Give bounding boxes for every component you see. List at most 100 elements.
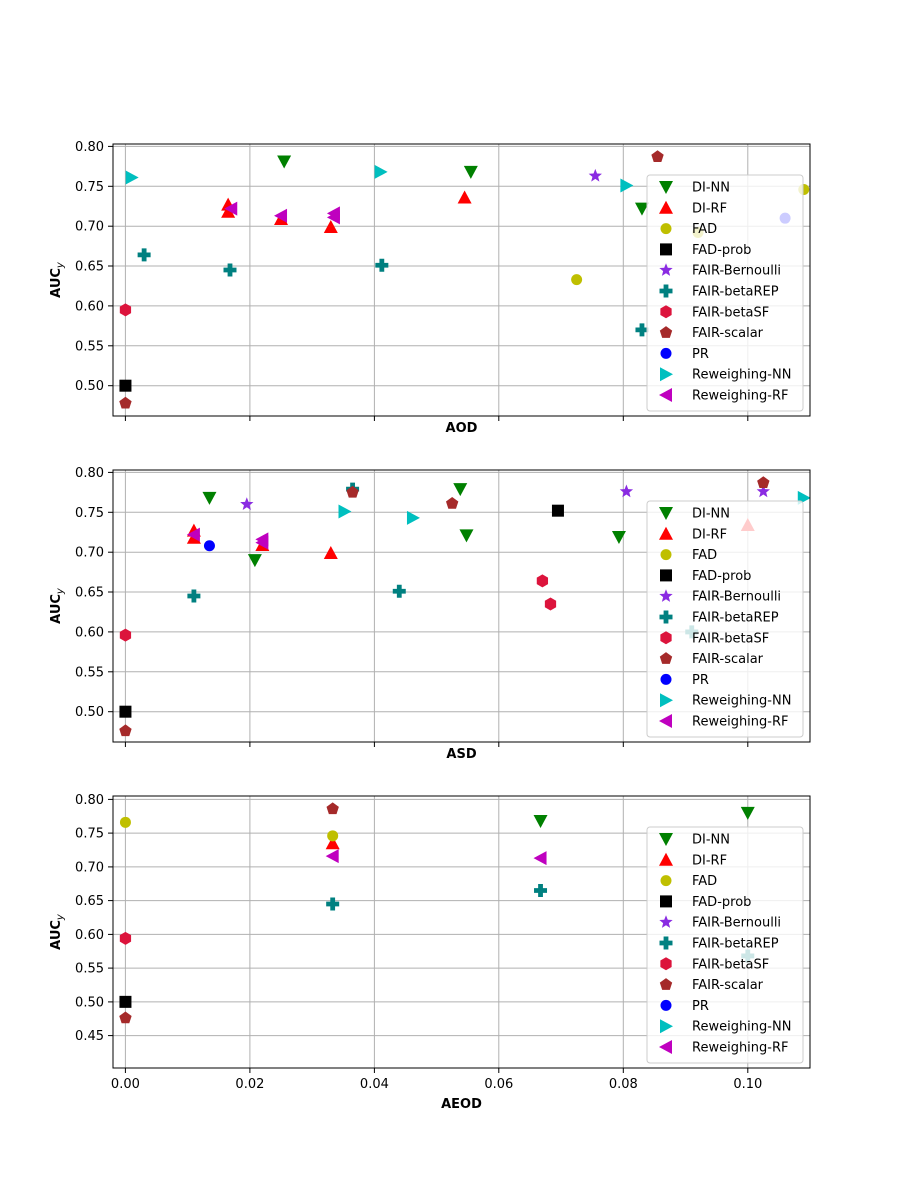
- point-reweighing-nn: [620, 178, 634, 193]
- point-fair-betarep: [635, 323, 649, 337]
- legend-marker-pr: [660, 999, 672, 1011]
- point-fair-bernoulli: [240, 497, 254, 510]
- y-tick-label: 0.75: [75, 506, 104, 521]
- x-tick-label: 0.02: [235, 1077, 264, 1092]
- legend-marker-fad-prob: [660, 243, 672, 256]
- legend-marker-fad: [660, 223, 672, 235]
- legend-marker-pr: [660, 673, 672, 685]
- legend: DI-NN DI-RF FAD FAD-prob FAIR-Bernoulli FAIR-…: [646, 500, 804, 738]
- point-di-nn: [453, 483, 468, 497]
- legend-marker-fair-betarep: [659, 610, 673, 624]
- legend-label-fair-scalar: FAIR-scalar: [692, 326, 764, 341]
- legend-label-fair-bernoulli: FAIR-Bernoulli: [692, 264, 781, 279]
- point-fair-betarep: [137, 248, 151, 262]
- point-di-nn: [463, 165, 478, 179]
- legend-marker-fair-betasf: [660, 631, 672, 645]
- y-tick-label: 0.50: [75, 995, 104, 1010]
- legend-label-fair-betasf: FAIR-betaSF: [692, 305, 769, 320]
- y-tick-label: 0.50: [75, 379, 104, 394]
- point-reweighing-rf: [533, 851, 547, 866]
- x-tick-label: 0.10: [733, 1077, 762, 1092]
- point-di-nn: [533, 814, 548, 828]
- legend-label-reweighing-nn: Reweighing-NN: [692, 694, 791, 709]
- legend-marker-reweighing-nn: [660, 367, 673, 382]
- point-reweighing-rf: [274, 208, 288, 223]
- point-di-rf: [221, 204, 236, 218]
- legend-marker-di-nn: [659, 507, 673, 520]
- y-axis-label: AUCy: [49, 261, 66, 298]
- y-tick-label: 0.60: [75, 299, 104, 314]
- point-fair-bernoulli: [619, 484, 634, 498]
- point-di-rf: [457, 190, 472, 204]
- y-tick-label: 0.80: [75, 140, 104, 155]
- legend-label-reweighing-rf: Reweighing-RF: [692, 1041, 788, 1056]
- data-points: [119, 150, 810, 409]
- ticks: 0.50 0.55 0.60 0.65 0.70 0.75 0.80: [75, 466, 749, 747]
- legend-marker-fad-prob: [660, 569, 672, 582]
- point-fair-betarep: [326, 897, 340, 911]
- point-fair-scalar: [119, 1011, 132, 1024]
- legend-label-fad: FAD: [692, 222, 717, 237]
- subplot-aod: 0.50 0.55 0.60 0.65 0.70 0.75 0.80 AOD AUCy DI-NN…: [49, 140, 811, 436]
- y-tick-label: 0.75: [75, 827, 104, 842]
- x-tick-label: 0.04: [360, 1077, 389, 1092]
- point-reweighing-rf: [255, 532, 269, 547]
- point-pr: [203, 540, 215, 552]
- legend-marker-fad: [660, 875, 672, 887]
- legend-marker-fair-betarep: [659, 936, 673, 950]
- legend-marker-fair-betasf: [660, 957, 672, 971]
- y-tick-label: 0.70: [75, 546, 104, 561]
- legend-marker-fad: [660, 549, 672, 561]
- legend-label-fair-scalar: FAIR-scalar: [692, 978, 764, 993]
- legend-marker-pr: [660, 347, 672, 359]
- legend-label-reweighing-nn: Reweighing-NN: [692, 1020, 791, 1035]
- point-reweighing-rf: [186, 527, 200, 542]
- x-tick-label: 0.00: [111, 1077, 140, 1092]
- y-tick-label: 0.60: [75, 625, 104, 640]
- legend-label-fair-betarep: FAIR-betaREP: [692, 611, 779, 626]
- y-axis-label: AUCy: [49, 913, 66, 950]
- y-tick-label: 0.65: [75, 894, 104, 909]
- legend-marker-di-rf: [659, 852, 673, 866]
- point-fair-scalar: [651, 150, 664, 163]
- point-fair-scalar: [326, 802, 339, 815]
- y-tick-label: 0.50: [75, 705, 104, 720]
- point-reweighing-rf: [224, 201, 238, 216]
- point-di-rf: [323, 545, 338, 559]
- legend-label-fad: FAD: [692, 874, 717, 889]
- legend-marker-di-rf: [659, 200, 673, 214]
- legend-marker-di-nn: [659, 181, 673, 194]
- point-fair-bernoulli: [756, 484, 770, 498]
- x-tick-label: 0.08: [609, 1077, 638, 1092]
- legend-marker-fair-scalar: [659, 652, 673, 664]
- legend-label-reweighing-rf: Reweighing-RF: [692, 715, 788, 730]
- legend-marker-di-nn: [659, 833, 673, 846]
- point-fair-betarep: [392, 584, 406, 598]
- point-fad: [571, 274, 583, 286]
- point-reweighing-rf: [325, 849, 339, 864]
- x-tick-label: 0.06: [484, 1077, 513, 1092]
- legend-label-fad-prob: FAD-prob: [692, 569, 751, 584]
- y-tick-label: 0.80: [75, 793, 104, 808]
- ticks: 0.50 0.55 0.60 0.65 0.70 0.75 0.80: [75, 140, 749, 421]
- point-fad-prob: [119, 705, 132, 718]
- legend-marker-fair-bernoulli: [659, 915, 673, 928]
- point-fair-betasf: [544, 597, 557, 611]
- legend-label-fair-bernoulli: FAIR-Bernoulli: [692, 590, 781, 605]
- point-fair-scalar: [445, 497, 459, 509]
- y-tick-label: 0.45: [75, 1029, 104, 1044]
- point-di-nn: [247, 554, 262, 568]
- legend-marker-fair-bernoulli: [659, 589, 673, 602]
- y-tick-label: 0.65: [75, 260, 104, 275]
- point-di-rf: [323, 219, 338, 233]
- y-tick-label: 0.55: [75, 962, 104, 977]
- point-fad: [327, 830, 339, 842]
- point-fad-prob: [119, 995, 132, 1008]
- legend-marker-di-rf: [659, 526, 673, 540]
- y-axis-label: AUCy: [49, 587, 66, 624]
- y-tick-label: 0.65: [75, 586, 104, 601]
- legend-marker-fair-scalar: [659, 978, 673, 990]
- x-axis-label: AEOD: [441, 1097, 482, 1112]
- y-tick-label: 0.55: [75, 339, 104, 354]
- x-axis-label: AOD: [446, 421, 478, 436]
